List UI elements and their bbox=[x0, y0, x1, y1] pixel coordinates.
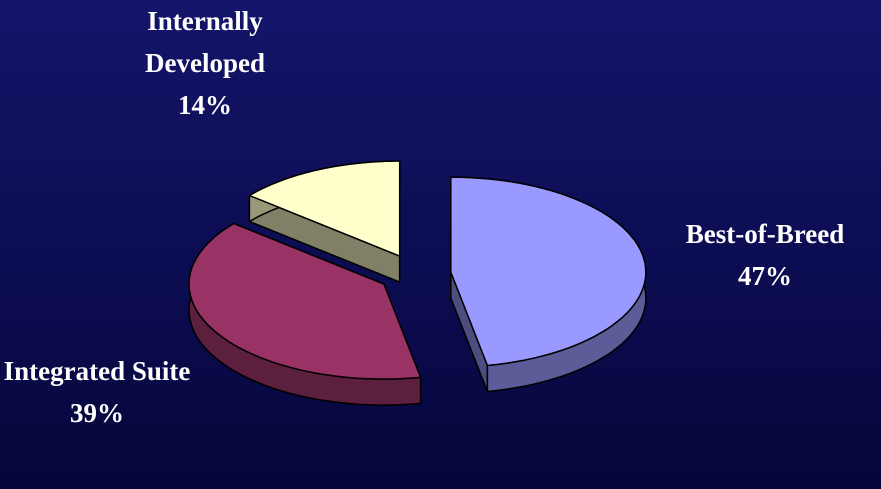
category-label: Best-of-Breed bbox=[685, 219, 845, 249]
slice bbox=[450, 176, 647, 393]
slice-top bbox=[188, 222, 422, 380]
slice-label: Integrated Suite 39% bbox=[2, 350, 192, 434]
value-label: 39% bbox=[70, 398, 124, 428]
slice bbox=[188, 222, 422, 406]
slice-label: Internally Developed 14% bbox=[105, 0, 305, 126]
category-label: Internally Developed bbox=[145, 6, 265, 78]
value-label: 14% bbox=[178, 90, 232, 120]
slice bbox=[248, 160, 401, 283]
slice-top bbox=[450, 176, 647, 367]
slice-top bbox=[248, 160, 401, 257]
value-label: 47% bbox=[738, 261, 792, 291]
slice-label: Best-of-Breed 47% bbox=[635, 213, 881, 297]
category-label: Integrated Suite bbox=[3, 356, 191, 386]
